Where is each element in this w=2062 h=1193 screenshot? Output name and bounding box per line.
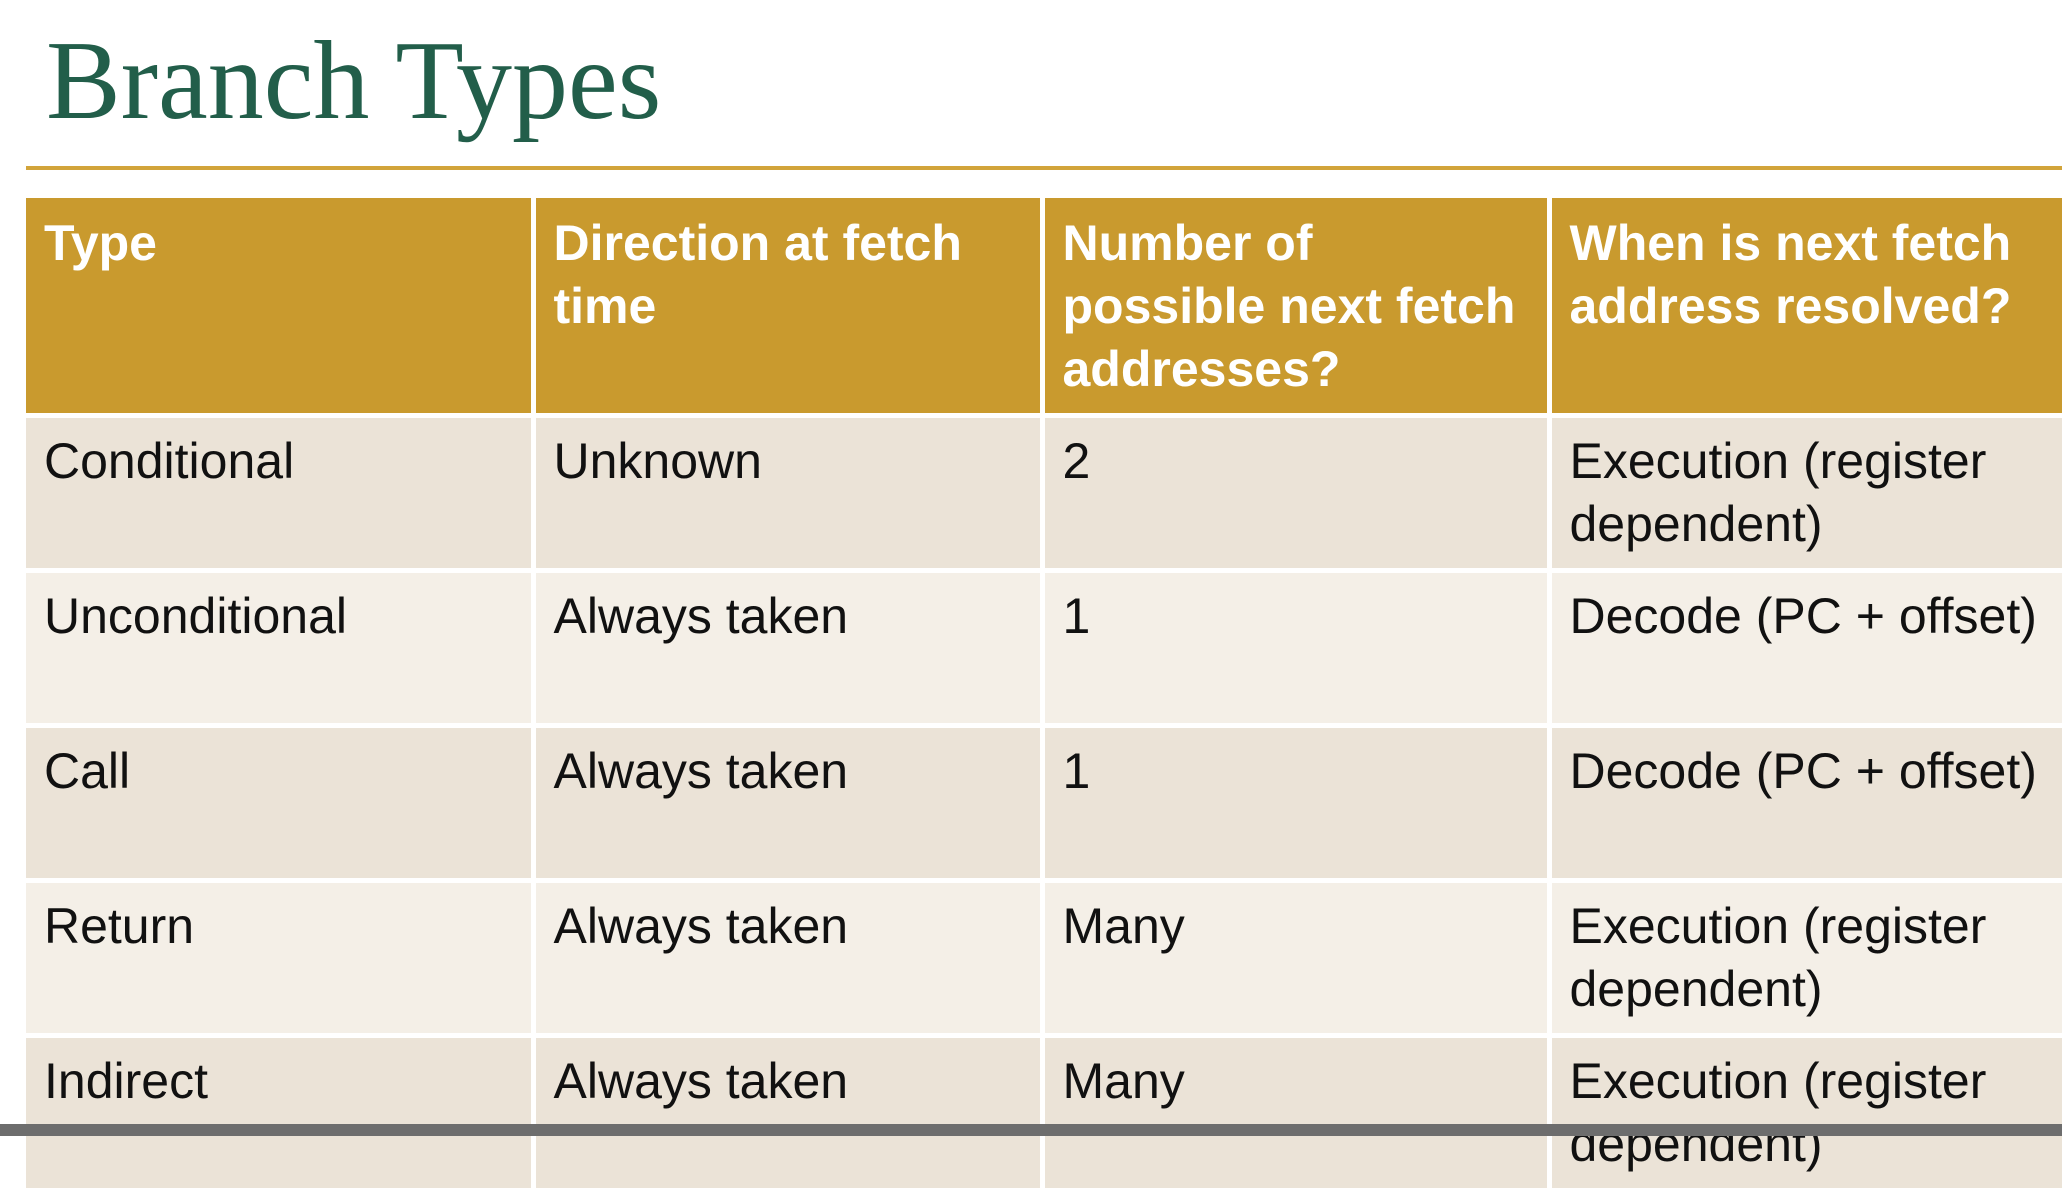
table-cell: 2 [1039, 413, 1552, 573]
table-cell: Call [26, 723, 536, 883]
branch-table: Type Direction at fetch time Number of pos… [26, 193, 2062, 1193]
table-cell: Execution (register dependent) [1546, 878, 2062, 1038]
table-row: Return Always taken Many Execution (registe… [26, 878, 2062, 1038]
column-header: Number of possible next fetch addresses? [1039, 193, 1552, 418]
column-header: Type [26, 193, 536, 418]
table-cell: Execution (register dependent) [1546, 1033, 2062, 1193]
column-header: When is next fetch address resolved? [1546, 193, 2062, 418]
slide: Branch Types Type Direction at fetch time… [0, 19, 2062, 1193]
table-cell: Unknown [530, 413, 1045, 573]
table-cell: 1 [1039, 723, 1552, 883]
table-body: Conditional Unknown 2 Execution (register d… [26, 413, 2062, 1193]
table-row: Conditional Unknown 2 Execution (register d… [26, 413, 2062, 573]
table-cell: Indirect [26, 1033, 536, 1193]
table-cell: Many [1039, 1033, 1552, 1193]
table-cell: Many [1039, 878, 1552, 1038]
table-cell: Unconditional [26, 568, 536, 728]
table-cell: Always taken [530, 568, 1045, 728]
table-row: Call Always taken 1 Decode (PC + offset) [26, 723, 2062, 883]
table-row: Unconditional Always taken 1 Decode (PC + o… [26, 568, 2062, 728]
slide-title: Branch Types [46, 19, 662, 143]
player-bar [0, 1124, 2062, 1136]
table-cell: Decode (PC + offset) [1546, 568, 2062, 728]
table-cell: Always taken [530, 1033, 1045, 1193]
column-header: Direction at fetch time [530, 193, 1045, 418]
title-rule [26, 166, 2062, 170]
table-cell: Return [26, 878, 536, 1038]
table-cell: Conditional [26, 413, 536, 573]
table-cell: Always taken [530, 878, 1045, 1038]
table-cell: Decode (PC + offset) [1546, 723, 2062, 883]
header-row: Type Direction at fetch time Number of pos… [26, 193, 2062, 418]
table-row: Indirect Always taken Many Execution (regis… [26, 1033, 2062, 1193]
table-cell: 1 [1039, 568, 1552, 728]
table-cell: Execution (register dependent) [1546, 413, 2062, 573]
table-cell: Always taken [530, 723, 1045, 883]
